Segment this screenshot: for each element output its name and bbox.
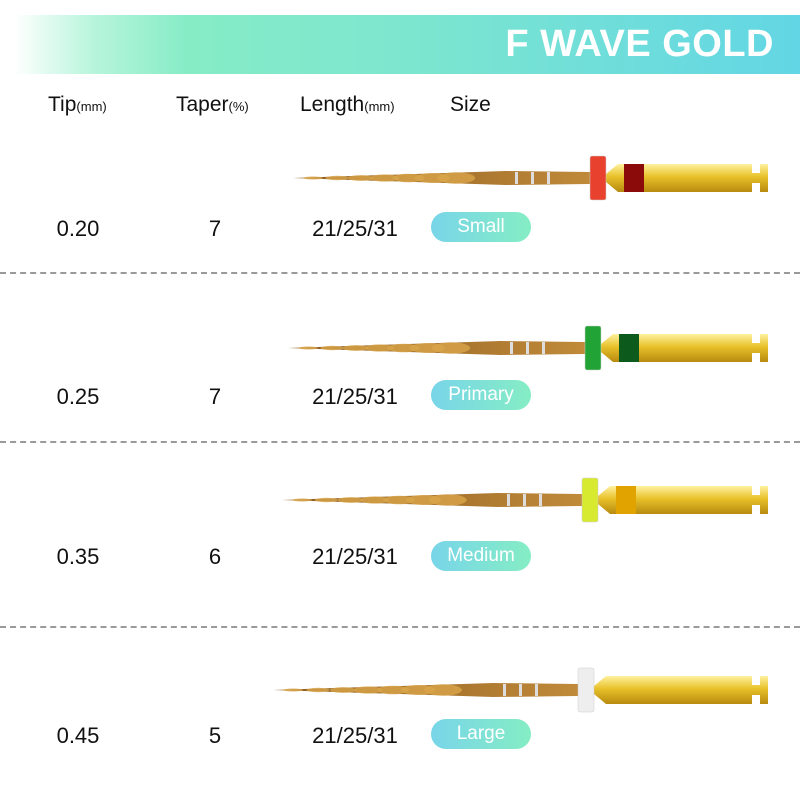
blade-flute bbox=[424, 684, 462, 696]
header-tip-unit: (mm) bbox=[76, 99, 107, 114]
blade-flute bbox=[365, 344, 395, 352]
depth-marker bbox=[539, 494, 542, 506]
color-ring bbox=[577, 667, 595, 713]
header-taper-unit: (%) bbox=[228, 99, 249, 114]
row-divider bbox=[0, 626, 800, 628]
row-taper: 7 bbox=[208, 384, 222, 409]
endo-file bbox=[293, 155, 768, 201]
color-ring bbox=[581, 477, 599, 523]
row-length: 21/25/31 bbox=[312, 723, 398, 748]
endo-file bbox=[273, 667, 768, 713]
depth-marker bbox=[542, 342, 545, 354]
row-length: 21/25/31 bbox=[312, 384, 398, 409]
depth-marker bbox=[515, 172, 518, 184]
header-tip-label: Tip bbox=[48, 93, 77, 116]
endo-file bbox=[282, 477, 768, 523]
header-length-label: Length bbox=[300, 93, 365, 116]
depth-marker bbox=[510, 342, 513, 354]
blade-flute bbox=[337, 497, 364, 503]
depth-marker bbox=[526, 342, 529, 354]
blade-flute bbox=[292, 498, 312, 502]
row-tip: 0.25 bbox=[56, 384, 100, 409]
blade-flute bbox=[325, 175, 349, 181]
row-taper: 7 bbox=[208, 216, 222, 241]
blade-flute bbox=[370, 174, 400, 182]
header-taper: Taper(%) bbox=[176, 93, 249, 117]
blade-flute bbox=[320, 345, 344, 351]
header-length: Length(mm) bbox=[300, 93, 395, 117]
size-badge: Small bbox=[431, 212, 531, 242]
product-title: F WAVE GOLD bbox=[505, 23, 774, 65]
depth-marker bbox=[535, 684, 538, 696]
row-taper: 5 bbox=[208, 723, 222, 748]
row-tip: 0.20 bbox=[56, 216, 100, 241]
row-taper: 6 bbox=[208, 544, 222, 569]
row-divider bbox=[0, 272, 800, 274]
row-tip: 0.45 bbox=[56, 723, 100, 748]
blade-flute bbox=[314, 497, 338, 503]
depth-marker bbox=[507, 494, 510, 506]
blade-flute bbox=[437, 172, 476, 184]
color-band bbox=[619, 334, 639, 362]
depth-marker bbox=[503, 684, 506, 696]
header-length-unit: (mm) bbox=[364, 99, 395, 114]
color-band bbox=[624, 164, 644, 192]
blade-flute bbox=[428, 494, 467, 506]
header-size: Size bbox=[450, 93, 491, 116]
size-badge: Large bbox=[431, 719, 531, 749]
file-handle bbox=[606, 164, 768, 192]
title-banner: F WAVE GOLD bbox=[14, 15, 800, 74]
file-handle bbox=[594, 676, 768, 704]
blade-flute bbox=[330, 687, 356, 693]
row-tip: 0.35 bbox=[56, 544, 100, 569]
endo-file bbox=[288, 325, 768, 371]
depth-marker bbox=[531, 172, 534, 184]
color-band bbox=[616, 486, 636, 514]
blade-flute bbox=[387, 343, 420, 353]
blade-flute bbox=[283, 688, 303, 692]
blade-flute bbox=[303, 176, 323, 180]
blade-flute bbox=[353, 686, 383, 694]
blade-flute bbox=[342, 345, 369, 351]
row-length: 21/25/31 bbox=[312, 216, 398, 241]
blade-flute bbox=[360, 496, 390, 504]
header-tip: Tip(mm) bbox=[48, 93, 107, 117]
blade-flute bbox=[392, 173, 425, 183]
row-divider bbox=[0, 441, 800, 443]
header-taper-label: Taper bbox=[176, 93, 229, 116]
blade-flute bbox=[298, 346, 318, 350]
size-badge: Medium bbox=[431, 541, 531, 571]
row-length: 21/25/31 bbox=[312, 544, 398, 569]
blade-flute bbox=[347, 175, 374, 181]
blade-flute bbox=[383, 495, 416, 505]
depth-marker bbox=[547, 172, 550, 184]
color-ring bbox=[589, 155, 607, 201]
file-handle bbox=[598, 486, 768, 514]
file-handle bbox=[601, 334, 768, 362]
color-ring bbox=[584, 325, 602, 371]
size-badge: Primary bbox=[431, 380, 531, 410]
blade-flute bbox=[432, 342, 471, 354]
depth-marker bbox=[519, 684, 522, 696]
depth-marker bbox=[523, 494, 526, 506]
blade-flute bbox=[306, 687, 330, 693]
blade-flute bbox=[377, 685, 409, 695]
